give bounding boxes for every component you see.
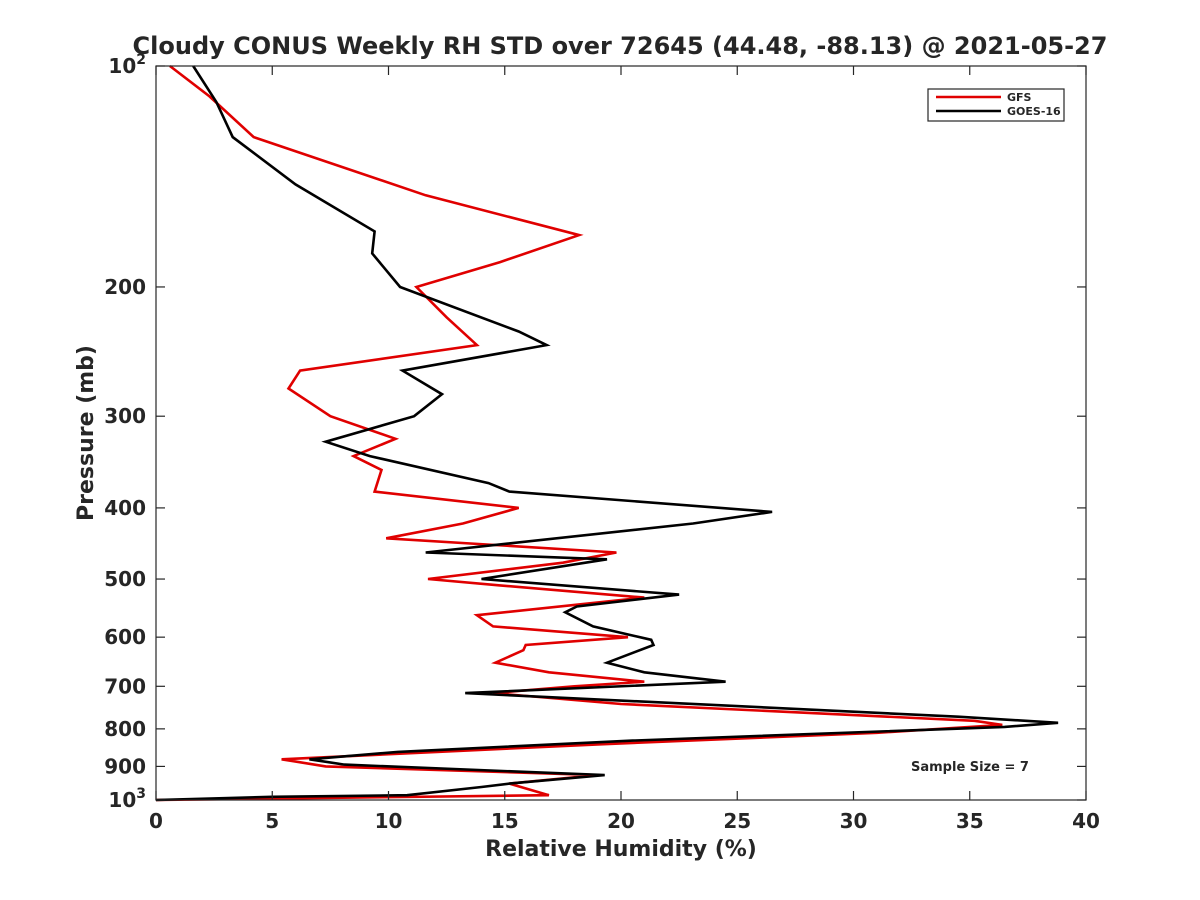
x-tick-label: 0 [149,809,163,833]
legend-label-goes16: GOES-16 [1007,105,1061,118]
y-tick-label: 300 [104,404,146,428]
x-tick-label: 15 [491,809,519,833]
series-line-goes16 [155,65,1059,802]
x-tick-label: 5 [265,809,279,833]
series-layer [155,64,1059,802]
x-tick-label: 30 [840,809,868,833]
legend-box [927,88,1065,122]
x-tick-label: 25 [723,809,751,833]
x-axis-label: Relative Humidity (%) [485,837,757,862]
x-tick-label: 35 [956,809,984,833]
x-tick-label: 40 [1072,809,1100,833]
y-tick-label: 200 [104,275,146,299]
y-axis-label: Pressure (mb) [74,345,99,521]
y-tick-label: 900 [104,754,146,778]
x-tick-label: 10 [375,809,403,833]
legend: GFS GOES-16 [927,88,1065,122]
y-tick-label: 400 [104,496,146,520]
y-tick-label: 800 [104,717,146,741]
y-tick-label: 700 [104,674,146,698]
y-tick-label: 500 [104,567,146,591]
y-tick-label: 600 [104,625,146,649]
x-axis-ticks: 0 5 10 15 20 25 30 35 40 [149,66,1100,833]
sample-size-annotation: Sample Size = 7 [911,760,1029,775]
legend-label-gfs: GFS [1007,91,1032,104]
y-tick-label: 102 [108,52,146,78]
y-axis-ticks: 102 200 300 400 500 600 700 800 900 103 [104,52,1086,812]
x-tick-label: 20 [607,809,635,833]
chart-title: Cloudy CONUS Weekly RH STD over 72645 (4… [133,32,1108,60]
y-tick-label: 103 [108,786,146,812]
